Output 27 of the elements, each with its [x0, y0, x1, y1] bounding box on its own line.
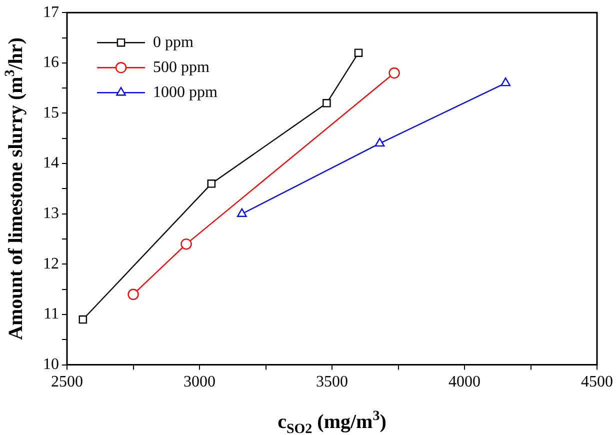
point [322, 99, 331, 108]
x-tick-label: 2500 [51, 374, 83, 391]
y-tick-label: 11 [44, 306, 59, 323]
point [180, 238, 192, 250]
point [374, 138, 385, 147]
point [128, 288, 139, 300]
point [388, 67, 400, 79]
point [354, 48, 363, 57]
point [207, 180, 216, 188]
x-tick-label: 4500 [581, 374, 613, 391]
y-tick-label: 17 [43, 4, 59, 21]
y-axis-title: Amount of limestone slurry (m3/hr) [3, 37, 27, 340]
x-tick-label: 3500 [316, 374, 348, 391]
legend-label: 500 ppm [153, 58, 210, 76]
y-tick-label: 12 [43, 255, 59, 272]
point [78, 315, 88, 324]
x-tick-label: 3000 [184, 374, 216, 391]
y-tick-label: 10 [43, 356, 59, 374]
y-tick-label: 14 [43, 154, 59, 172]
point [500, 77, 511, 86]
legend-label: 0 ppm [153, 34, 194, 51]
y-tick-label: 16 [43, 54, 59, 72]
y-tick-label: 13 [43, 205, 59, 222]
point [236, 208, 247, 217]
x-tick-label: 4000 [448, 374, 480, 391]
y-tick-label: 15 [43, 104, 59, 122]
legend-label: 1000 ppm [153, 84, 218, 101]
